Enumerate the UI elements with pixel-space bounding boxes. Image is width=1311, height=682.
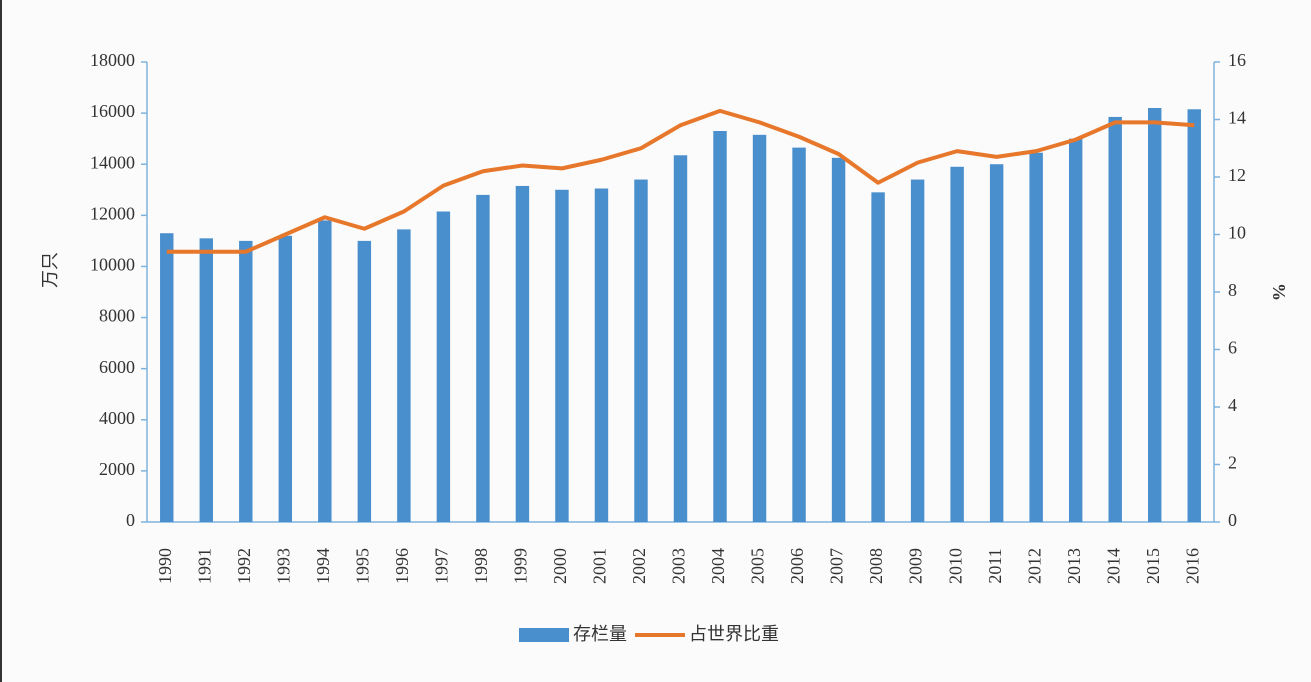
x-tick-label: 2012 <box>1024 548 1044 584</box>
y2-tick-label: 14 <box>1228 108 1246 128</box>
y2-tick-label: 2 <box>1228 453 1237 473</box>
bar <box>239 240 253 522</box>
y-tick-label: 0 <box>126 510 135 530</box>
y2-tick-label: 0 <box>1228 510 1237 530</box>
bar <box>910 179 925 523</box>
x-tick-label: 1991 <box>194 548 214 584</box>
bar <box>278 235 293 522</box>
bar <box>476 194 490 522</box>
x-tick-label: 2006 <box>787 548 807 584</box>
bar <box>594 188 609 522</box>
x-tick-label: 1998 <box>471 548 491 584</box>
x-tick-label: 2015 <box>1143 548 1163 584</box>
y-tick-label: 10000 <box>90 255 135 275</box>
y2-tick-label: 10 <box>1228 223 1246 243</box>
bar <box>436 211 451 522</box>
x-tick-label: 2014 <box>1103 548 1123 584</box>
bar <box>1187 109 1201 523</box>
y-tick-label: 12000 <box>90 203 135 223</box>
x-tick-label: 2008 <box>866 548 886 584</box>
x-tick-label: 1992 <box>234 548 254 584</box>
y2-tick-label: 8 <box>1228 280 1237 300</box>
bar <box>792 147 806 522</box>
bar <box>318 220 332 522</box>
x-tick-label: 2011 <box>985 548 1005 583</box>
x-tick-label: 1996 <box>392 548 412 584</box>
bar <box>673 155 688 522</box>
x-tick-label: 2010 <box>945 548 965 584</box>
legend-label: 占世界比重 <box>689 624 779 644</box>
x-tick-label: 2000 <box>550 548 570 584</box>
x-tick-label: 2013 <box>1064 548 1084 584</box>
x-tick-label: 1993 <box>273 548 293 584</box>
y2-tick-label: 4 <box>1228 395 1237 415</box>
bar <box>989 164 1004 522</box>
y-tick-label: 18000 <box>90 50 135 70</box>
bar <box>1148 108 1162 522</box>
x-tick-label: 2002 <box>629 548 649 584</box>
x-tick-label: 2009 <box>906 548 926 584</box>
x-tick-label: 2003 <box>669 548 689 584</box>
x-tick-label: 1990 <box>155 548 175 584</box>
bar <box>160 233 174 522</box>
y-tick-label: 6000 <box>99 357 135 377</box>
bar <box>831 157 846 523</box>
x-tick-label: 1997 <box>432 548 452 584</box>
x-tick-label: 2016 <box>1182 548 1202 584</box>
bar <box>515 185 530 522</box>
bar <box>1108 116 1122 522</box>
bar <box>950 166 964 522</box>
bar <box>199 238 213 523</box>
x-tick-label: 1994 <box>313 548 333 584</box>
x-tick-label: 2005 <box>748 548 768 584</box>
y-tick-label: 14000 <box>90 152 135 172</box>
y-tick-label: 8000 <box>99 306 135 326</box>
y-tick-label: 4000 <box>99 408 135 428</box>
x-tick-label: 1999 <box>511 548 531 584</box>
x-tick-label: 2001 <box>590 548 610 584</box>
x-tick-label: 2007 <box>827 548 847 584</box>
y-axis-label: 万只 <box>40 252 60 288</box>
x-tick-label: 1995 <box>352 548 372 584</box>
bar <box>871 192 885 523</box>
bar <box>752 134 767 523</box>
bar <box>1029 152 1043 522</box>
y2-tick-label: 12 <box>1228 165 1246 185</box>
y2-tick-label: 16 <box>1228 50 1246 70</box>
legend-swatch <box>519 628 569 642</box>
y2-axis-label: % <box>1269 283 1289 301</box>
line <box>166 108 1195 254</box>
x-tick-label: 2004 <box>708 548 728 584</box>
y2-tick-label: 6 <box>1228 338 1237 358</box>
bar <box>713 131 727 522</box>
bar <box>397 229 411 522</box>
bar <box>555 189 569 522</box>
legend-label: 存栏量 <box>573 624 627 644</box>
y-tick-label: 2000 <box>99 459 135 479</box>
bar <box>357 240 372 522</box>
y-tick-label: 16000 <box>90 101 135 121</box>
bar <box>1068 138 1083 522</box>
bar <box>634 179 648 523</box>
